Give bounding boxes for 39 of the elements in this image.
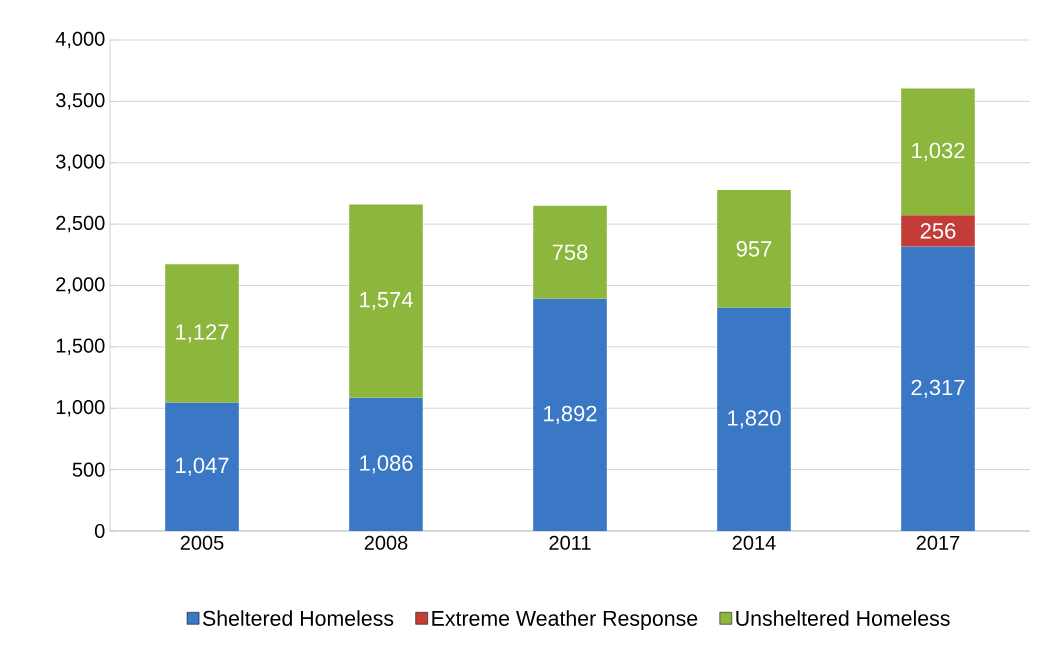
bar — [165, 402, 239, 531]
y-tick-label: 1,500 — [56, 338, 105, 356]
y-tick-label: 500 — [72, 462, 105, 477]
data-label: 1,127 — [176, 324, 229, 343]
bar — [349, 204, 423, 398]
y-tick-label: 3,000 — [56, 154, 105, 171]
data-label: 256 — [920, 223, 956, 239]
y-tick-label: 1,000 — [56, 399, 105, 417]
bar — [165, 264, 239, 403]
data-label: 1,047 — [176, 457, 229, 476]
legend-label: Unsheltered Homeless — [736, 610, 950, 626]
bar — [533, 205, 607, 299]
x-tick-label: 2017 — [916, 535, 960, 550]
bar — [717, 190, 791, 308]
legend-label: Sheltered Homeless — [202, 610, 394, 626]
bar — [717, 307, 791, 531]
y-tick-label: 3,500 — [56, 93, 105, 110]
bar — [349, 397, 423, 531]
bar — [901, 215, 975, 247]
x-tick-label: 2014 — [732, 535, 776, 550]
data-label: 957 — [736, 241, 772, 257]
data-label: 2,317 — [911, 379, 965, 398]
data-label: 1,032 — [912, 142, 965, 161]
x-tick-label: 2005 — [180, 535, 224, 550]
legend-label: Extreme Weather Response — [432, 610, 698, 631]
x-tick-label: 2011 — [549, 535, 591, 550]
data-label: 1,820 — [728, 410, 781, 429]
x-tick-label: 2008 — [364, 535, 408, 550]
y-tick-label: 4,000 — [55, 31, 105, 49]
data-label: 758 — [552, 244, 588, 261]
data-label: 1,574 — [360, 292, 413, 311]
bar — [533, 298, 607, 531]
bar — [901, 246, 975, 531]
data-label: 1,892 — [544, 405, 597, 424]
y-tick-label: 0 — [94, 523, 105, 539]
data-label: 1,086 — [360, 455, 413, 474]
bar — [901, 88, 975, 216]
y-tick-label: 2,000 — [56, 277, 105, 294]
y-tick-label: 2,500 — [56, 215, 105, 233]
